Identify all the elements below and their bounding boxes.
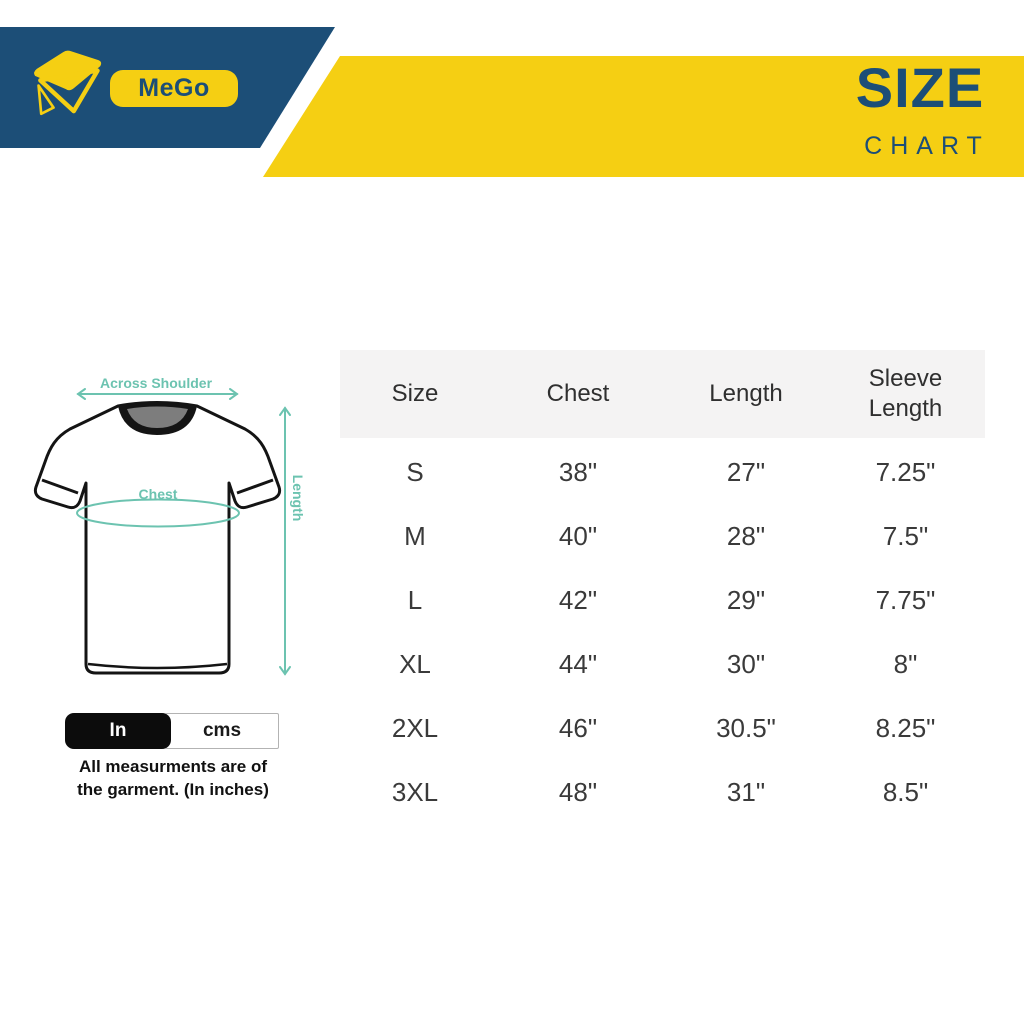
- table-cell: 30": [726, 648, 766, 679]
- size-table-header: Size Chest Length Sleeve Length: [340, 350, 985, 438]
- collar-inner: [127, 406, 188, 428]
- table-cell: 31": [726, 776, 766, 807]
- size-table-body: S 38" 27" 7.25" M 40" 28" 7.5" L 42" 29" 7.75" XL 44"…: [340, 440, 985, 824]
- table-row: 2XL 46" 30.5" 8.25": [340, 696, 985, 760]
- brand-name: MeGo: [138, 74, 210, 102]
- table-row: 3XL 48" 31" 8.5": [340, 760, 985, 824]
- table-cell: L: [407, 584, 423, 615]
- column-header: Sleeve Length: [868, 365, 943, 422]
- table-cell: 2XL: [391, 712, 439, 743]
- table-row: M 40" 28" 7.5": [340, 504, 985, 568]
- table-cell: 27": [726, 456, 766, 487]
- table-cell: 44": [558, 648, 598, 679]
- chest-ellipse: [76, 498, 240, 528]
- length-arrow: [279, 406, 291, 676]
- table-cell: 38": [558, 456, 598, 487]
- measurement-note: All measurments are of the garment. (In …: [35, 755, 311, 801]
- table-cell: 28": [726, 520, 766, 551]
- table-cell: 7.5": [882, 520, 929, 551]
- table-cell: 8.5": [882, 776, 929, 807]
- unit-cms-button[interactable]: cms: [165, 713, 279, 749]
- yellow-banner: [263, 56, 1024, 177]
- table-row: XL 44" 30" 8": [340, 632, 985, 696]
- table-cell: 3XL: [391, 776, 439, 807]
- across-shoulder-arrow: [76, 388, 239, 400]
- table-cell: 40": [558, 520, 598, 551]
- table-cell: 7.25": [875, 456, 936, 487]
- table-cell: 8": [893, 648, 918, 679]
- page-subtitle: CHART: [864, 132, 990, 160]
- measurement-note-line1: All measurments are of: [78, 757, 267, 776]
- table-cell: 46": [558, 712, 598, 743]
- length-label: Length: [290, 474, 306, 522]
- brand-badge: MeGo: [110, 70, 238, 107]
- table-cell: 48": [558, 776, 598, 807]
- tshirt-measurement-diagram: [33, 388, 291, 676]
- table-cell: M: [404, 520, 426, 551]
- table-cell: XL: [399, 648, 431, 679]
- column-header: Length: [709, 380, 783, 407]
- page-title: SIZE: [855, 56, 985, 119]
- envelope-logo-icon: [34, 50, 102, 116]
- tshirt-outline: [33, 401, 282, 675]
- table-cell: 30.5": [716, 712, 776, 743]
- unit-toggle: cms In: [65, 713, 279, 749]
- column-header: Chest: [546, 380, 610, 407]
- chest-label: Chest: [138, 486, 178, 502]
- table-cell: S: [406, 456, 424, 487]
- unit-in-button[interactable]: In: [65, 713, 171, 749]
- across-shoulder-label: Across Shoulder: [99, 375, 213, 391]
- column-header: Size: [391, 380, 439, 407]
- table-cell: 8.25": [875, 712, 936, 743]
- measurement-note-line2: the garment. (In inches): [77, 780, 269, 799]
- table-row: L 42" 29" 7.75": [340, 568, 985, 632]
- table-cell: 29": [726, 584, 766, 615]
- table-cell: 7.75": [875, 584, 936, 615]
- table-cell: 42": [558, 584, 598, 615]
- table-row: S 38" 27" 7.25": [340, 440, 985, 504]
